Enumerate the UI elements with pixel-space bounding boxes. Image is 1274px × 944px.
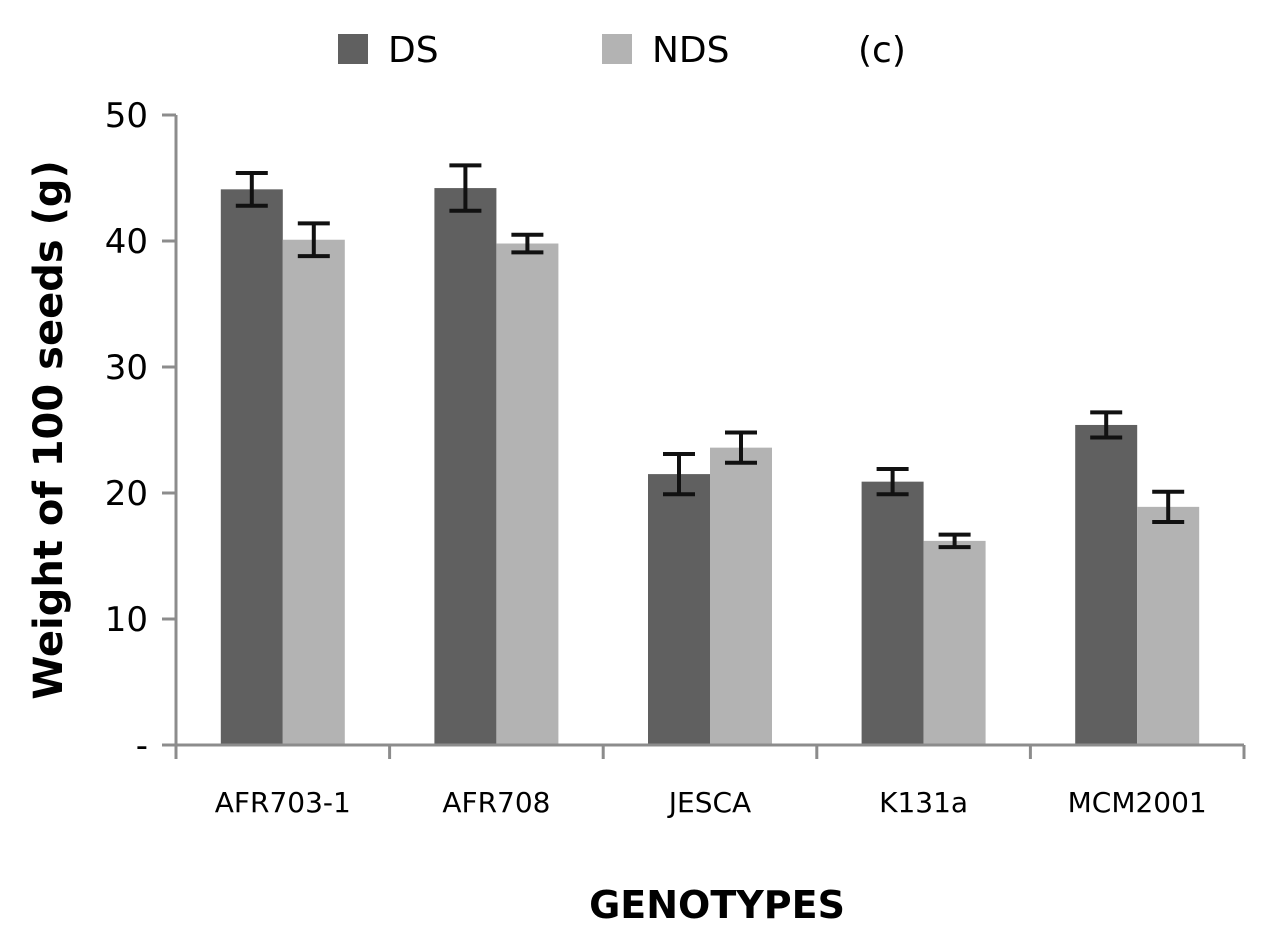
error-bar-ds-afr703-1 xyxy=(235,170,268,208)
legend-swatch-nds xyxy=(602,34,632,64)
x-tick-label: AFR703-1 xyxy=(215,786,351,819)
bar-nds-afr708 xyxy=(496,243,559,745)
legend: DS NDS xyxy=(338,30,730,71)
error-bar-nds-afr708 xyxy=(511,232,544,255)
x-tick-label: JESCA xyxy=(667,786,751,819)
bar-ds-jesca xyxy=(648,474,710,745)
x-tick-label: MCM2001 xyxy=(1068,786,1207,819)
y-axis-title: Weight of 100 seeds (g) xyxy=(26,160,72,700)
legend-label-ds: DS xyxy=(388,30,439,71)
panel-label: (c) xyxy=(858,30,906,71)
y-tick-label: 20 xyxy=(105,474,148,514)
y-tick-label: - xyxy=(136,726,148,766)
bar-nds-jesca xyxy=(710,447,772,745)
bar-nds-afr703-1 xyxy=(282,239,345,746)
error-bar-ds-mcm2001 xyxy=(1090,410,1123,440)
y-tick-label: 40 xyxy=(105,222,148,262)
x-tick-label: K131a xyxy=(879,786,968,819)
bar-ds-k131a xyxy=(861,481,924,745)
error-bar-nds-mcm2001 xyxy=(1152,489,1185,524)
bar-ds-mcm2001 xyxy=(1075,424,1138,745)
bar-nds-k131a xyxy=(923,540,986,745)
error-bars-layer xyxy=(235,163,1185,550)
error-bar-ds-afr708 xyxy=(449,163,482,213)
bar-ds-afr703-1 xyxy=(220,189,283,746)
axes-layer: AFR703-1 AFR708 JESCA K131a MCM2001 - 10 20 30 40… xyxy=(105,96,1246,819)
error-bar-ds-k131a xyxy=(876,467,909,497)
legend-label-nds: NDS xyxy=(652,30,730,71)
error-bar-nds-jesca xyxy=(725,430,757,465)
x-axis-title: GENOTYPES xyxy=(589,883,845,927)
error-bar-nds-k131a xyxy=(938,532,971,550)
y-tick-label: 10 xyxy=(105,600,148,640)
bars-layer xyxy=(220,188,1200,746)
y-tick-label: 50 xyxy=(105,96,148,136)
x-tick-label: AFR708 xyxy=(442,786,550,819)
bar-ds-afr708 xyxy=(434,188,497,745)
legend-swatch-ds xyxy=(338,34,368,64)
error-bar-nds-afr703-1 xyxy=(297,221,330,259)
y-tick-label: 30 xyxy=(105,348,148,388)
error-bar-ds-jesca xyxy=(663,451,695,497)
bar-nds-mcm2001 xyxy=(1137,506,1200,745)
